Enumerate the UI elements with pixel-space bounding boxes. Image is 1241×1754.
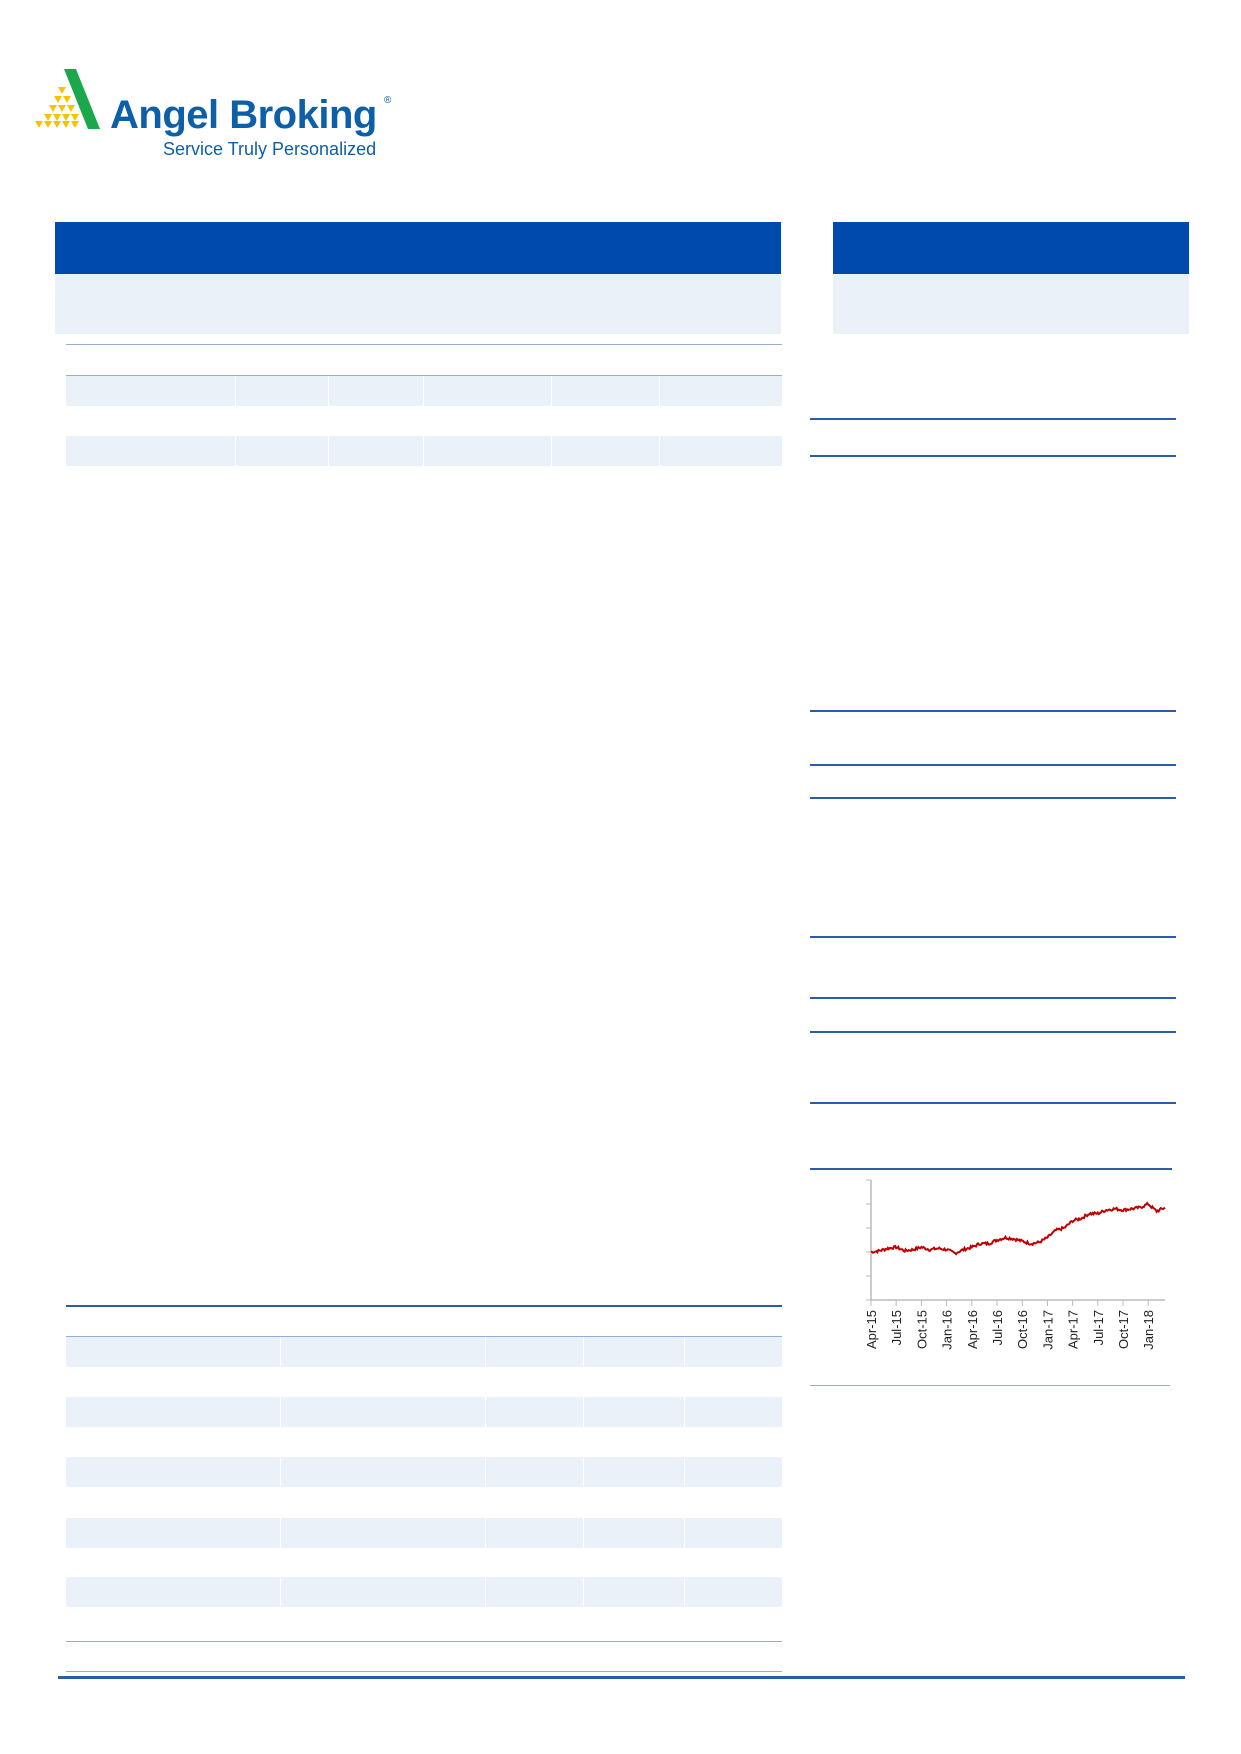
section-rule (810, 455, 1176, 457)
chart-bottom-rule (810, 1385, 1170, 1386)
section-rule (810, 936, 1176, 938)
x-tick-label: Jul-17 (1091, 1310, 1106, 1345)
price-line (870, 1201, 1166, 1256)
section-rule (810, 997, 1176, 999)
x-tick-label: Jan-18 (1141, 1310, 1156, 1350)
x-tick-label: Jul-16 (990, 1310, 1005, 1345)
table-row (66, 1337, 782, 1367)
x-tick-label: Apr-16 (965, 1310, 980, 1349)
x-tick-label: Oct-17 (1116, 1310, 1131, 1349)
section-rule (810, 1031, 1176, 1033)
section-rule (810, 764, 1176, 766)
left-header-band (55, 274, 781, 334)
footer-rule (58, 1676, 1185, 1679)
table-row (66, 1457, 782, 1487)
table-rule (66, 1305, 782, 1307)
logo-tagline: Service Truly Personalized (163, 139, 377, 159)
table-rule (66, 344, 782, 345)
x-tick-label: Apr-17 (1066, 1310, 1081, 1349)
x-tick-label: Oct-15 (914, 1310, 929, 1349)
price-chart: Apr-15 Jul-15 Oct-15 Jan-16 Apr-16 Jul-16 Oct-… (864, 1179, 1166, 1350)
table-row (66, 1397, 782, 1427)
table-row (66, 376, 782, 406)
section-rule (810, 418, 1176, 420)
section-rule (810, 797, 1176, 799)
left-header-bar (55, 222, 781, 274)
section-rule (810, 710, 1176, 712)
section-rule (810, 1102, 1176, 1104)
section-rule (810, 1168, 1172, 1170)
x-tick-label: Apr-15 (864, 1310, 879, 1349)
registered-mark: ® (384, 95, 392, 106)
table-row (66, 436, 782, 466)
x-tick-label: Jan-17 (1040, 1310, 1055, 1350)
right-header-bar (833, 222, 1189, 274)
table-rule (66, 1671, 782, 1672)
table-rule (66, 1641, 782, 1642)
x-tick-label: Oct-16 (1015, 1310, 1030, 1349)
logo-name: Angel Broking (110, 93, 377, 137)
table-row (66, 1577, 782, 1607)
angel-broking-logo: Angel Broking ® Service Truly Personaliz… (34, 69, 394, 164)
table-row (66, 1518, 782, 1548)
table-rule (66, 1336, 782, 1337)
right-header-band (833, 274, 1189, 334)
table-rule (66, 375, 782, 376)
logo-triangle-icon (35, 69, 100, 129)
x-tick-label: Jul-15 (889, 1310, 904, 1345)
x-tick-label: Jan-16 (940, 1310, 955, 1350)
